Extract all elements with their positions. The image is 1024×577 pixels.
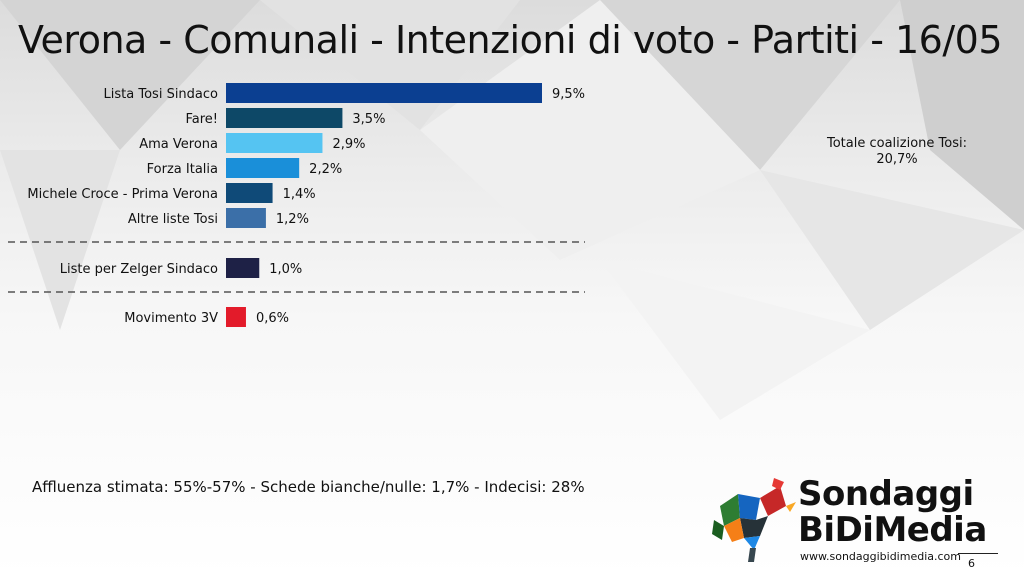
- value-label: 0,6%: [256, 311, 289, 326]
- rooster-icon: [712, 478, 796, 562]
- page-title: Verona - Comunali - Intenzioni di voto -…: [18, 18, 1003, 62]
- bar: [226, 108, 343, 128]
- bar: [226, 83, 542, 103]
- bar: [226, 183, 273, 203]
- website-url[interactable]: www.sondaggibidimedia.com: [800, 550, 961, 563]
- bar: [226, 258, 260, 278]
- turnout-note: Affluenza stimata: 55%-57% - Schede bian…: [32, 478, 585, 496]
- value-label: 2,2%: [309, 162, 342, 177]
- category-label: Michele Croce - Prima Verona: [27, 187, 218, 202]
- value-label: 1,4%: [283, 187, 316, 202]
- category-label: Forza Italia: [147, 162, 218, 177]
- category-label: Altre liste Tosi: [128, 212, 218, 227]
- category-label: Lista Tosi Sindaco: [104, 87, 218, 102]
- value-label: 9,5%: [552, 87, 585, 102]
- value-label: 1,0%: [269, 262, 302, 277]
- page-number-divider: [958, 553, 998, 554]
- brand-logo: Sondaggi BiDiMedia www.sondaggibidimedia…: [710, 472, 1010, 568]
- bar: [226, 158, 300, 178]
- brand-name-line1: Sondaggi: [798, 474, 974, 514]
- coalition-total: Totale coalizione Tosi: 20,7%: [812, 136, 982, 168]
- coalition-total-label: Totale coalizione Tosi:: [827, 136, 967, 151]
- bar: [226, 208, 266, 228]
- bar: [226, 307, 246, 327]
- category-label: Movimento 3V: [124, 311, 218, 326]
- value-label: 2,9%: [332, 137, 365, 152]
- brand-name-line2: BiDiMedia: [798, 510, 987, 550]
- page-number: 6: [968, 557, 975, 570]
- value-label: 1,2%: [276, 212, 309, 227]
- bar: [226, 133, 323, 153]
- category-label: Ama Verona: [139, 137, 218, 152]
- value-label: 3,5%: [352, 112, 385, 127]
- coalition-total-value: 20,7%: [876, 152, 918, 167]
- category-label: Liste per Zelger Sindaco: [60, 262, 218, 277]
- category-label: Fare!: [185, 112, 218, 127]
